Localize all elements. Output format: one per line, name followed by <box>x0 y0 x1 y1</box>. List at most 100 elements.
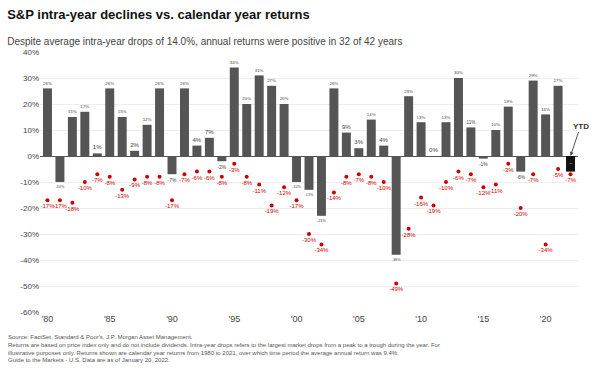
svg-text:'95: '95 <box>228 314 240 324</box>
svg-text:-34%: -34% <box>314 247 329 253</box>
svg-text:-17%: -17% <box>53 203 68 209</box>
svg-text:-10%: -10% <box>55 185 64 189</box>
svg-text:'80: '80 <box>42 314 54 324</box>
svg-text:2%: 2% <box>130 142 139 148</box>
svg-text:-6%: -6% <box>569 163 572 164</box>
svg-text:-19%: -19% <box>427 208 442 214</box>
svg-text:-11%: -11% <box>489 188 503 194</box>
svg-text:-30%: -30% <box>302 237 317 243</box>
svg-text:'90: '90 <box>166 314 178 324</box>
svg-text:27%: 27% <box>554 78 563 83</box>
svg-text:-10%: -10% <box>292 185 301 189</box>
svg-text:-7%: -7% <box>466 177 477 183</box>
svg-text:-8%: -8% <box>142 180 153 186</box>
svg-text:-7%: -7% <box>353 177 364 183</box>
svg-text:30%: 30% <box>454 70 463 75</box>
svg-text:40%: 40% <box>23 48 39 57</box>
svg-text:-8%: -8% <box>154 180 165 186</box>
svg-text:26%: 26% <box>43 81 52 86</box>
svg-text:-40%: -40% <box>20 256 39 265</box>
svg-text:-5%: -5% <box>553 172 564 178</box>
svg-text:'20: '20 <box>540 314 552 324</box>
svg-text:'15: '15 <box>477 314 489 324</box>
svg-text:-6%: -6% <box>453 175 464 181</box>
svg-text:-2%: -2% <box>217 165 226 170</box>
svg-text:26%: 26% <box>155 81 164 86</box>
svg-text:4%: 4% <box>379 137 388 143</box>
svg-text:0%: 0% <box>27 152 39 161</box>
svg-text:-10%: -10% <box>20 178 39 187</box>
svg-text:0%: 0% <box>429 147 438 153</box>
svg-text:11%: 11% <box>466 120 475 125</box>
svg-text:-17%: -17% <box>165 203 180 209</box>
svg-text:-17%: -17% <box>40 203 55 209</box>
svg-text:15%: 15% <box>118 109 127 114</box>
svg-text:-16%: -16% <box>414 201 429 207</box>
svg-text:-49%: -49% <box>389 286 404 292</box>
svg-text:'05: '05 <box>353 314 365 324</box>
svg-text:34%: 34% <box>230 60 239 65</box>
svg-text:26%: 26% <box>180 81 189 86</box>
svg-text:-7%: -7% <box>179 177 190 183</box>
svg-text:-1%: -1% <box>479 162 488 167</box>
svg-text:30%: 30% <box>23 74 39 83</box>
svg-text:3%: 3% <box>354 139 363 145</box>
svg-text:-3%: -3% <box>503 167 514 173</box>
svg-text:-17%: -17% <box>290 203 305 209</box>
svg-text:20%: 20% <box>23 100 39 109</box>
svg-text:14%: 14% <box>367 112 376 117</box>
svg-text:-28%: -28% <box>402 232 417 238</box>
svg-text:-19%: -19% <box>265 208 280 214</box>
svg-text:-11%: -11% <box>252 188 266 194</box>
svg-text:Despite average intra-year dro: Despite average intra-year drops of 14.0… <box>7 36 402 47</box>
svg-text:12%: 12% <box>143 117 152 122</box>
svg-text:20%: 20% <box>280 96 289 101</box>
svg-text:'00: '00 <box>291 314 303 324</box>
svg-text:-7%: -7% <box>528 177 539 183</box>
svg-text:S&P intra-year declines vs. ca: S&P intra-year declines vs. calendar yea… <box>7 7 310 22</box>
svg-text:20%: 20% <box>242 96 251 101</box>
svg-text:13%: 13% <box>417 115 426 120</box>
svg-text:YTD: YTD <box>573 122 589 131</box>
svg-text:16%: 16% <box>541 107 550 112</box>
svg-text:23%: 23% <box>404 89 413 94</box>
svg-text:-8%: -8% <box>104 180 115 186</box>
svg-text:-7%: -7% <box>168 178 177 183</box>
svg-text:'10: '10 <box>415 314 427 324</box>
svg-text:10%: 10% <box>491 122 500 127</box>
svg-text:'85: '85 <box>104 314 116 324</box>
svg-text:-34%: -34% <box>539 247 554 253</box>
svg-text:-10%: -10% <box>377 185 392 191</box>
svg-text:7%: 7% <box>205 129 214 135</box>
svg-text:-3%: -3% <box>229 167 240 173</box>
svg-text:-6%: -6% <box>192 175 203 181</box>
svg-text:13%: 13% <box>442 115 451 120</box>
svg-text:29%: 29% <box>529 73 538 78</box>
svg-text:4%: 4% <box>192 137 201 143</box>
svg-text:-23%: -23% <box>317 219 326 223</box>
svg-text:-20%: -20% <box>20 204 39 213</box>
svg-text:10%: 10% <box>23 126 39 135</box>
svg-text:19%: 19% <box>504 99 513 104</box>
svg-text:31%: 31% <box>255 68 264 73</box>
svg-text:-50%: -50% <box>20 282 39 291</box>
svg-text:27%: 27% <box>267 78 276 83</box>
svg-text:-8%: -8% <box>366 180 377 186</box>
svg-text:15%: 15% <box>68 109 77 114</box>
svg-text:-8%: -8% <box>241 180 252 186</box>
svg-text:-60%: -60% <box>20 308 39 317</box>
svg-text:-7%: -7% <box>565 177 576 183</box>
svg-text:-20%: -20% <box>514 211 529 217</box>
svg-text:26%: 26% <box>105 81 114 86</box>
svg-text:-10%: -10% <box>78 185 93 191</box>
svg-text:-38%: -38% <box>392 258 401 262</box>
svg-text:-9%: -9% <box>129 182 140 188</box>
svg-text:Source: FactSet, Standard & Po: Source: FactSet, Standard & Poor's, J.P.… <box>8 334 440 363</box>
svg-text:-14%: -14% <box>327 195 342 201</box>
svg-text:-18%: -18% <box>65 206 80 212</box>
svg-text:9%: 9% <box>342 124 351 130</box>
svg-text:-12%: -12% <box>277 190 292 196</box>
svg-text:-8%: -8% <box>216 180 227 186</box>
svg-text:-12%: -12% <box>476 190 491 196</box>
svg-text:1%: 1% <box>93 144 102 150</box>
